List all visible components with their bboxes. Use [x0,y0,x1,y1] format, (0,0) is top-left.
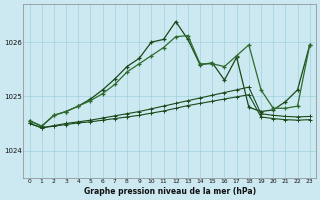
X-axis label: Graphe pression niveau de la mer (hPa): Graphe pression niveau de la mer (hPa) [84,187,256,196]
